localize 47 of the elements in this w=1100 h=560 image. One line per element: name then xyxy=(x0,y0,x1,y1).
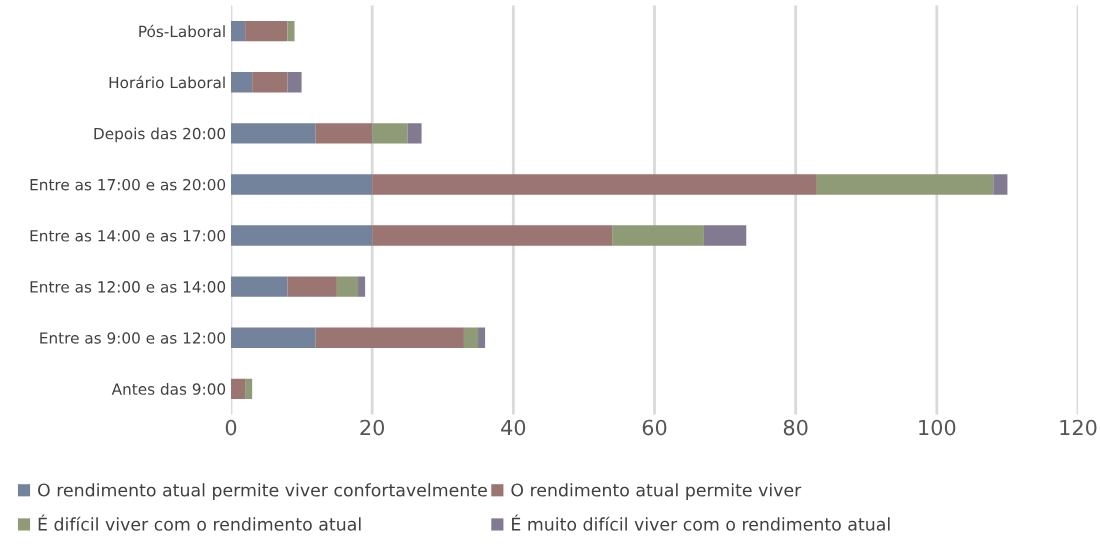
bar xyxy=(407,123,422,144)
y-tick-label: Entre as 17:00 e as 20:00 xyxy=(30,178,226,191)
bar xyxy=(231,72,253,93)
y-tick-label: Entre as 12:00 e as 14:00 xyxy=(30,281,226,293)
bar xyxy=(287,20,295,42)
legend-label: O rendimento atual permite viver confortavelmente xyxy=(38,483,487,500)
bar xyxy=(993,174,1008,195)
bar xyxy=(231,276,288,297)
bar xyxy=(612,225,704,246)
bar xyxy=(816,174,994,195)
x-tick-label: 120 xyxy=(1060,419,1097,436)
y-tick-label: Entre as 14:00 e as 17:00 xyxy=(30,230,226,242)
bar xyxy=(231,378,246,400)
bar xyxy=(245,378,253,400)
bar xyxy=(231,174,373,195)
x-tick-label: 0 xyxy=(225,419,237,436)
bar xyxy=(463,327,479,348)
bar xyxy=(315,123,373,144)
bar xyxy=(287,72,302,93)
y-tick-label: Antes das 9:00 xyxy=(111,383,226,395)
bar xyxy=(358,276,366,297)
bar xyxy=(478,327,486,348)
bar xyxy=(231,327,316,348)
legend-label: É difícil viver com o rendimento atual xyxy=(38,514,361,531)
bar xyxy=(315,327,464,348)
bar xyxy=(336,276,359,297)
bar xyxy=(287,276,337,297)
bar xyxy=(245,20,288,42)
bar xyxy=(372,123,408,144)
x-tick-label: 100 xyxy=(919,419,956,436)
y-tick-label: Horário Laboral xyxy=(109,75,225,89)
x-tick-label: 40 xyxy=(501,419,526,436)
bar xyxy=(372,225,613,246)
x-tick-label: 80 xyxy=(783,419,808,436)
y-tick-label: Depois das 20:00 xyxy=(94,127,226,143)
legend-label: É muito difícil viver com o rendimento atual xyxy=(512,514,890,531)
y-tick-label: Pós-Laboral xyxy=(139,24,225,38)
x-tick-label: 60 xyxy=(642,419,667,436)
y-tick-label: Entre as 9:00 e as 12:00 xyxy=(40,332,226,344)
bar xyxy=(252,72,288,93)
bar xyxy=(372,174,817,195)
bar xyxy=(231,123,316,144)
legend-label: O rendimento atual permite viver xyxy=(511,483,802,500)
bar xyxy=(703,225,747,246)
x-tick-label: 20 xyxy=(360,419,385,436)
bar xyxy=(231,20,246,42)
bar xyxy=(231,225,373,246)
